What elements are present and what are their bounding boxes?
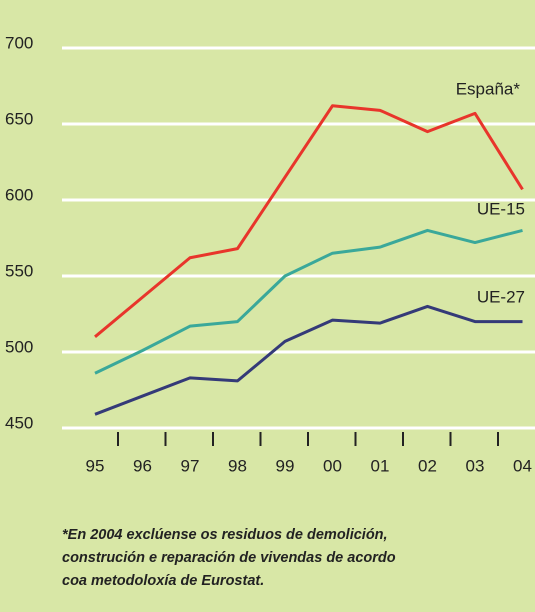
x-tick-label: 98: [228, 456, 247, 475]
x-tick-label: 00: [323, 456, 342, 475]
x-tick-label: 97: [181, 456, 200, 475]
series-line: [94, 304, 523, 416]
series-label: España*: [456, 79, 521, 98]
x-tick-label: 01: [371, 456, 390, 475]
footnote: coa metodoloxía de Eurostat.: [62, 573, 264, 589]
y-tick-label: 600: [5, 185, 33, 204]
series-line: [94, 104, 524, 338]
series-label: UE-27: [477, 287, 525, 306]
x-tick-label: 99: [276, 456, 295, 475]
y-tick-label: 500: [5, 337, 33, 356]
series-line: [94, 228, 523, 375]
x-tick-label: 03: [466, 456, 485, 475]
y-tick-label: 450: [5, 413, 33, 432]
y-tick-label: 700: [5, 33, 33, 52]
y-tick-label: 550: [5, 261, 33, 280]
x-tick-label: 02: [418, 456, 437, 475]
x-tick-label: 96: [133, 456, 152, 475]
footnote: *En 2004 exclúense os residuos de demoli…: [62, 527, 388, 543]
x-tick-label: 04: [513, 456, 532, 475]
x-tick-label: 95: [86, 456, 105, 475]
series-label: UE-15: [477, 199, 525, 218]
footnote: construción e reparación de vivendas de …: [62, 550, 396, 566]
y-tick-label: 650: [5, 109, 33, 128]
